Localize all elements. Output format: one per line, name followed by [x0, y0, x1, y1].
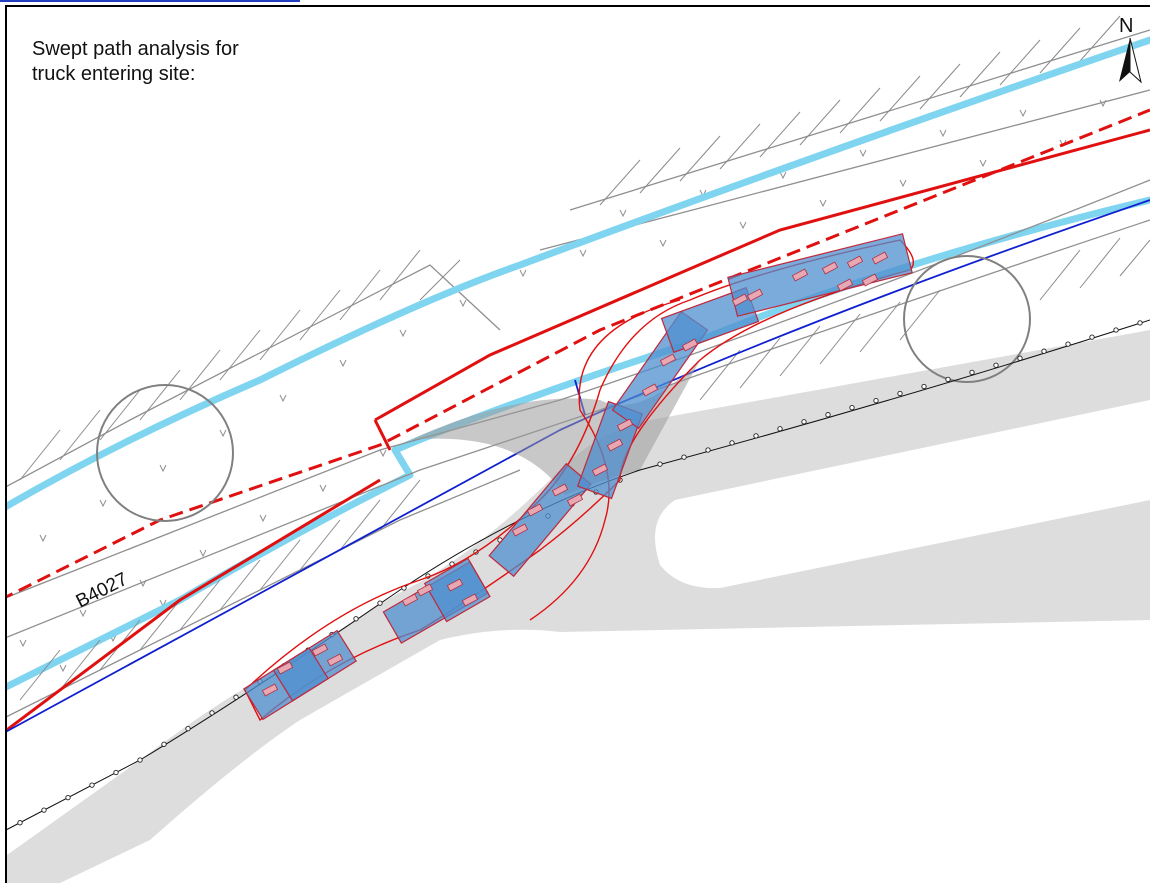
hedge-marker [705, 447, 711, 453]
north-arrow-icon: N [1119, 15, 1142, 84]
truck-wheel [591, 463, 609, 477]
hedge-marker [65, 794, 71, 801]
hedge-marker [1041, 348, 1047, 354]
hedge-marker [657, 461, 663, 467]
existing-trees [96, 255, 1031, 522]
hedge-marker [921, 383, 927, 390]
road-name-label: B4027 [73, 569, 131, 613]
hedge-marker [1113, 327, 1119, 333]
truck-wheel [461, 593, 479, 607]
truck-wheel [871, 251, 889, 265]
access-road-surface [6, 330, 1150, 883]
hedge-marker [209, 710, 215, 716]
hedge-marker [753, 433, 759, 439]
tree-east [903, 255, 1031, 383]
truck-wheel [401, 593, 419, 607]
north-label: N [1119, 15, 1133, 37]
hedge-marker [353, 616, 359, 622]
hedge-marker [233, 694, 239, 700]
hedge-marker [1017, 355, 1023, 361]
truck-wheel [416, 583, 434, 597]
title-line-1: Swept path analysis for [32, 38, 239, 60]
hedge-marker [993, 362, 999, 368]
hedge-marker [825, 412, 831, 418]
title-line-2: truck entering site: [32, 63, 195, 85]
hedge-marker [17, 820, 23, 826]
hedge-marker [161, 741, 167, 747]
truck-wheel [846, 255, 864, 269]
north-verge-hatching [6, 15, 1150, 488]
truck-position-start [242, 629, 358, 721]
hedge-marker [801, 419, 807, 425]
overrun-area [410, 360, 700, 495]
hedge-marker [729, 440, 735, 446]
hedge-marker [113, 769, 119, 776]
truck-wheel [526, 503, 544, 517]
hedge-marker [873, 397, 879, 404]
truck-position-end [727, 233, 913, 317]
truck-wheel [861, 273, 879, 287]
truck-wheel [681, 338, 699, 352]
truck-wheel [659, 353, 677, 367]
hedge-marker [945, 376, 951, 383]
site-boundary-lines [6, 108, 1150, 733]
truck-wheel [511, 523, 529, 537]
truck-wheel [276, 661, 294, 675]
hedge-marker [137, 757, 143, 763]
truck-wheel [731, 293, 749, 307]
hedge-marker [681, 454, 687, 460]
hedge-marker [41, 807, 47, 813]
truck-wheel [326, 653, 344, 667]
hedge-marker [185, 725, 191, 732]
truck-wheel [616, 418, 634, 432]
truck-wheel [836, 278, 854, 292]
hedge-marker [969, 369, 975, 376]
hedge-marker [89, 782, 95, 788]
truck-wheel [551, 483, 569, 497]
truck-wheel [641, 383, 659, 397]
hedge-marker [849, 404, 855, 411]
hedge-marker [1089, 334, 1095, 340]
truck-wheel [566, 493, 584, 507]
truck-wheel [446, 578, 464, 592]
hedge-marker [897, 390, 903, 397]
truck-wheel [311, 643, 329, 657]
truck-wheel [791, 268, 809, 282]
drawing-title: Swept path analysis for truck entering s… [32, 38, 239, 85]
truck-wheel [261, 683, 279, 697]
truck-wheel [821, 261, 839, 275]
truck-wheel [606, 438, 624, 452]
truck-position-mid-2 [488, 462, 592, 578]
hedge-marker [377, 600, 383, 606]
truck-wheel [746, 288, 764, 302]
drawing-frame [5, 5, 1150, 883]
truck-swept-positions [242, 233, 913, 721]
hedge-marker [777, 426, 783, 432]
hedge-marker [1137, 320, 1143, 326]
tree-west [96, 384, 234, 522]
hedge-marker [1065, 341, 1071, 347]
